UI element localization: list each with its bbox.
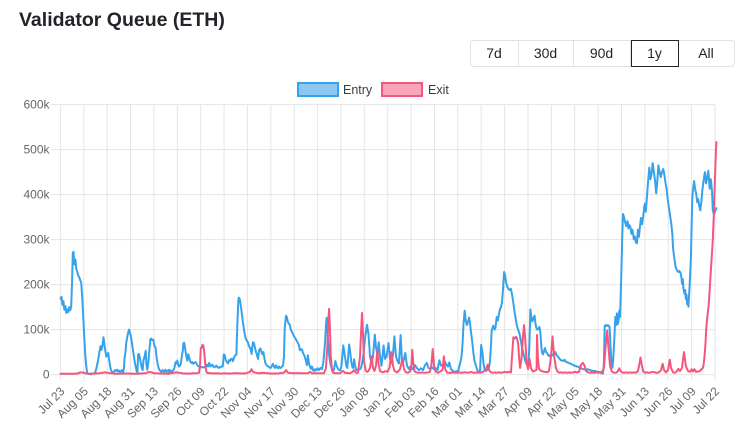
svg-text:Jul 22: Jul 22	[690, 384, 723, 417]
svg-text:600k: 600k	[23, 97, 50, 111]
svg-text:0: 0	[43, 367, 50, 381]
svg-text:400k: 400k	[23, 187, 50, 201]
svg-text:500k: 500k	[23, 142, 50, 156]
svg-text:100k: 100k	[23, 322, 50, 336]
svg-text:300k: 300k	[23, 232, 50, 246]
svg-text:200k: 200k	[23, 277, 50, 291]
